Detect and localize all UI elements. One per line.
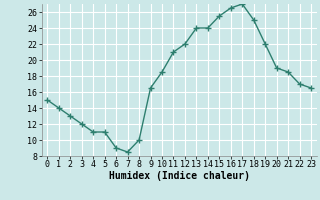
X-axis label: Humidex (Indice chaleur): Humidex (Indice chaleur)	[109, 171, 250, 181]
